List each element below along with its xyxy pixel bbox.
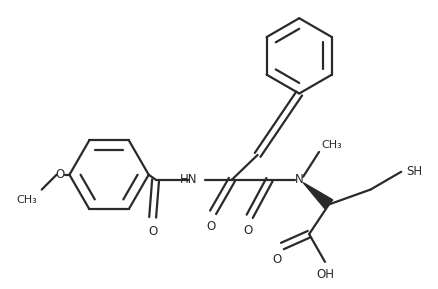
Text: CH₃: CH₃ xyxy=(320,140,341,150)
Text: OH: OH xyxy=(315,268,333,281)
Text: O: O xyxy=(206,220,215,233)
Text: O: O xyxy=(272,253,282,266)
Text: HN: HN xyxy=(179,173,197,186)
Text: O: O xyxy=(55,168,64,181)
Polygon shape xyxy=(303,183,332,209)
Text: O: O xyxy=(243,224,252,237)
Text: SH: SH xyxy=(405,165,421,178)
Text: CH₃: CH₃ xyxy=(16,194,37,205)
Text: N: N xyxy=(294,173,303,186)
Text: O: O xyxy=(148,225,157,238)
